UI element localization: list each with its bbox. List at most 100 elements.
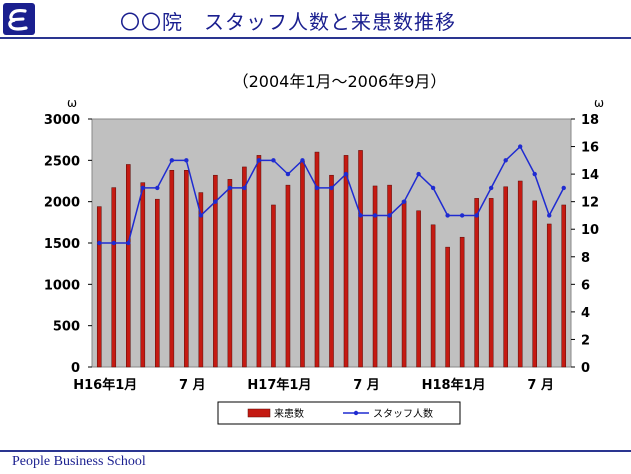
x-axis-tick-label: H17年1月 [247,377,311,393]
legend-bar-swatch [247,408,271,418]
staff-point [169,158,175,163]
staff-point [358,213,363,218]
bar-mark [561,204,567,368]
staff-point [126,240,131,246]
bar-mark [140,182,146,368]
footer-divider [0,450,631,452]
right-axis-tick-label: 18 [581,113,599,128]
right-axis-tick-label: 0 [581,361,590,376]
x-axis-tick-label: H18年1月 [422,377,486,393]
legend-line-label: スタッフ人数 [373,407,433,420]
staff-point [155,185,160,191]
staff-point [285,171,291,177]
staff-point [416,171,421,177]
bar-mark [329,174,334,368]
staff-point [387,213,392,218]
x-axis-tick-label: 7 月 [353,378,380,393]
bar-mark [96,206,102,368]
staff-point [503,158,508,163]
header-bar [0,0,631,38]
staff-point [256,158,262,163]
logo-icon [3,3,35,35]
staff-point [547,213,552,218]
x-axis-tick-label: 7 月 [527,378,554,393]
bar-mark [213,174,218,368]
staff-point [198,213,204,218]
staff-point [343,171,349,177]
bar-mark [126,164,131,368]
right-axis-tick-label: 10 [581,223,599,238]
staff-point [445,213,450,218]
staff-point [329,185,334,191]
left-axis-tick-label: 1500 [44,237,80,252]
legend-box [217,401,461,425]
left-axis-tick-label: 2500 [44,154,80,169]
footer-brand: People Business School [12,454,146,469]
staff-point [459,213,465,218]
staff-point [184,158,189,163]
staff-point [517,144,523,149]
left-axis-unit: ω [67,96,77,110]
bar-mark [358,150,363,368]
bar-mark [314,151,320,368]
staff-point [97,240,102,246]
bar-mark [184,170,189,368]
legend-bar-label: 来患数 [274,407,304,420]
bar-mark [416,210,421,368]
right-axis-tick-label: 8 [581,251,590,266]
right-axis-tick-label: 6 [581,278,590,293]
bar-mark [517,180,523,368]
left-axis-tick-label: 3000 [44,113,80,128]
staff-point [140,185,146,191]
bar-mark [546,223,552,368]
left-axis-tick-label: 1000 [44,278,80,293]
right-axis-tick-label: 14 [581,168,599,183]
bar-mark [459,236,465,368]
right-axis-tick-label: 16 [581,141,599,156]
staff-point [532,171,537,177]
staff-point [242,185,247,191]
chart: （2004年1月～2006年9月）ω ω300025002000150010005… [44,72,604,425]
bar-mark [285,184,291,368]
bar-mark [155,198,160,368]
staff-point [561,185,566,191]
bar-mark [445,246,450,368]
header-divider [0,37,631,39]
bar-mark [256,155,262,368]
staff-point [430,185,436,191]
x-axis-tick-label: H16年1月 [73,377,137,393]
staff-point [401,199,407,204]
staff-point [300,158,305,163]
right-axis-tick-label: 2 [581,333,590,348]
legend-line-marker [353,410,359,416]
bar-mark [169,170,175,368]
staff-point [271,158,276,163]
bar-mark [343,155,349,368]
staff-point [488,185,494,191]
right-axis-tick-label: 12 [581,196,599,211]
bar-mark [198,192,204,368]
chart-title: （2004年1月～2006年9月） [233,72,447,91]
bar-mark [474,198,479,368]
staff-point [474,213,479,218]
staff-point [213,199,218,204]
staff-point [111,240,116,246]
left-axis-tick-label: 500 [53,320,80,335]
left-axis-tick-label: 2000 [44,196,80,211]
right-axis-tick-label: 4 [581,306,590,321]
left-axis-tick-label: 0 [71,361,80,376]
bar-mark [242,166,247,368]
staff-point [227,185,233,191]
bar-mark [532,200,537,368]
bar-mark [300,160,305,368]
bar-mark [488,198,494,368]
bar-mark [372,185,378,368]
slide-title: 〇〇院 スタッフ人数と来患数推移 [120,10,456,34]
bar-mark [111,187,117,368]
staff-point [372,213,378,218]
bar-mark [271,204,276,368]
bar-mark [227,179,233,368]
bar-mark [387,184,392,368]
x-axis-tick-label: 7 月 [179,378,206,393]
right-axis-unit: ω [594,96,604,110]
